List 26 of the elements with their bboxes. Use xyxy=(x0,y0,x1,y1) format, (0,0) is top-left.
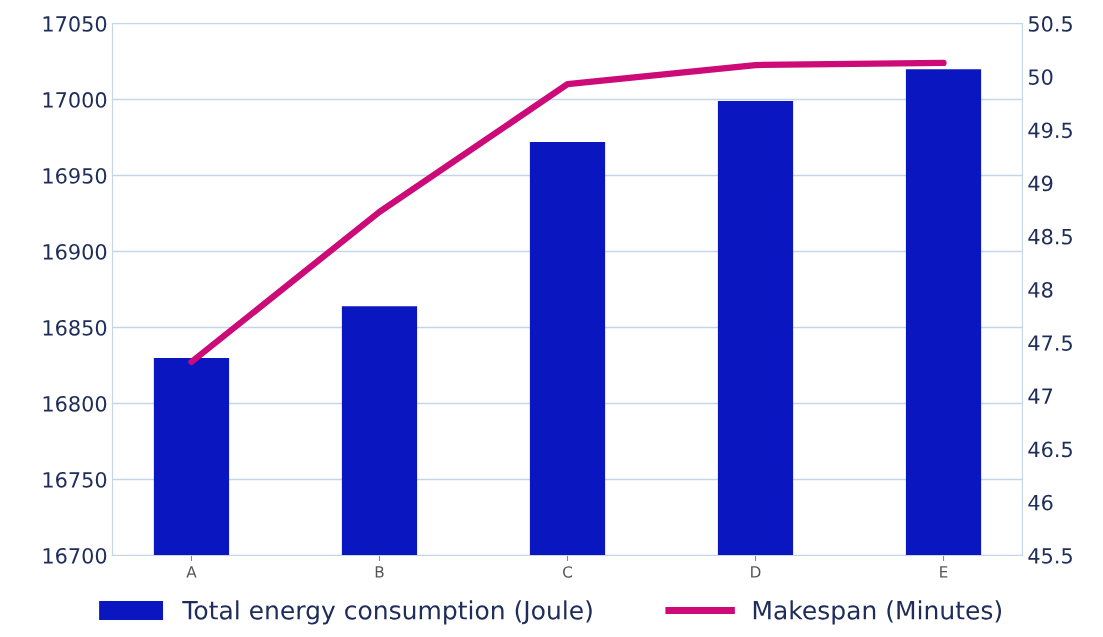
y-tick-label: 16750 xyxy=(43,471,107,488)
y-tick-label: 16800 xyxy=(43,395,107,412)
x-tick-label: A xyxy=(186,566,197,578)
y2-tick-label: 50.5 xyxy=(1028,16,1072,32)
y2-tick-label: 47.5 xyxy=(1028,335,1072,351)
y-tick-label: 16900 xyxy=(43,243,107,260)
legend-label: Total energy consumption (Joule) xyxy=(182,600,592,625)
y2-tick-label: 50 xyxy=(1028,69,1053,85)
y-tick-label: 17050 xyxy=(43,16,107,32)
y2-tick-label: 48.5 xyxy=(1028,228,1072,245)
x-tick-label: E xyxy=(940,566,948,578)
y2-tick-label: 49 xyxy=(1028,175,1053,192)
y2-tick-label: 47 xyxy=(1028,388,1053,404)
legend-label: Makespan (Minutes) xyxy=(753,600,1002,625)
y-tick-label: 17000 xyxy=(43,92,107,108)
y-tick-label: 16850 xyxy=(43,319,107,336)
x-tick-label: D xyxy=(751,566,761,578)
y-tick-label: 16700 xyxy=(43,547,107,564)
y-tick-label: 16950 xyxy=(43,167,107,184)
y2-tick-label: 48 xyxy=(1028,281,1053,298)
x-tick-label: B xyxy=(375,566,384,578)
x-tick-label: C xyxy=(563,566,572,578)
y2-tick-label: 45.5 xyxy=(1028,548,1072,564)
y2-tick-label: 46 xyxy=(1028,494,1053,511)
y2-tick-label: 46.5 xyxy=(1028,441,1072,458)
y2-tick-label: 49.5 xyxy=(1028,122,1072,139)
